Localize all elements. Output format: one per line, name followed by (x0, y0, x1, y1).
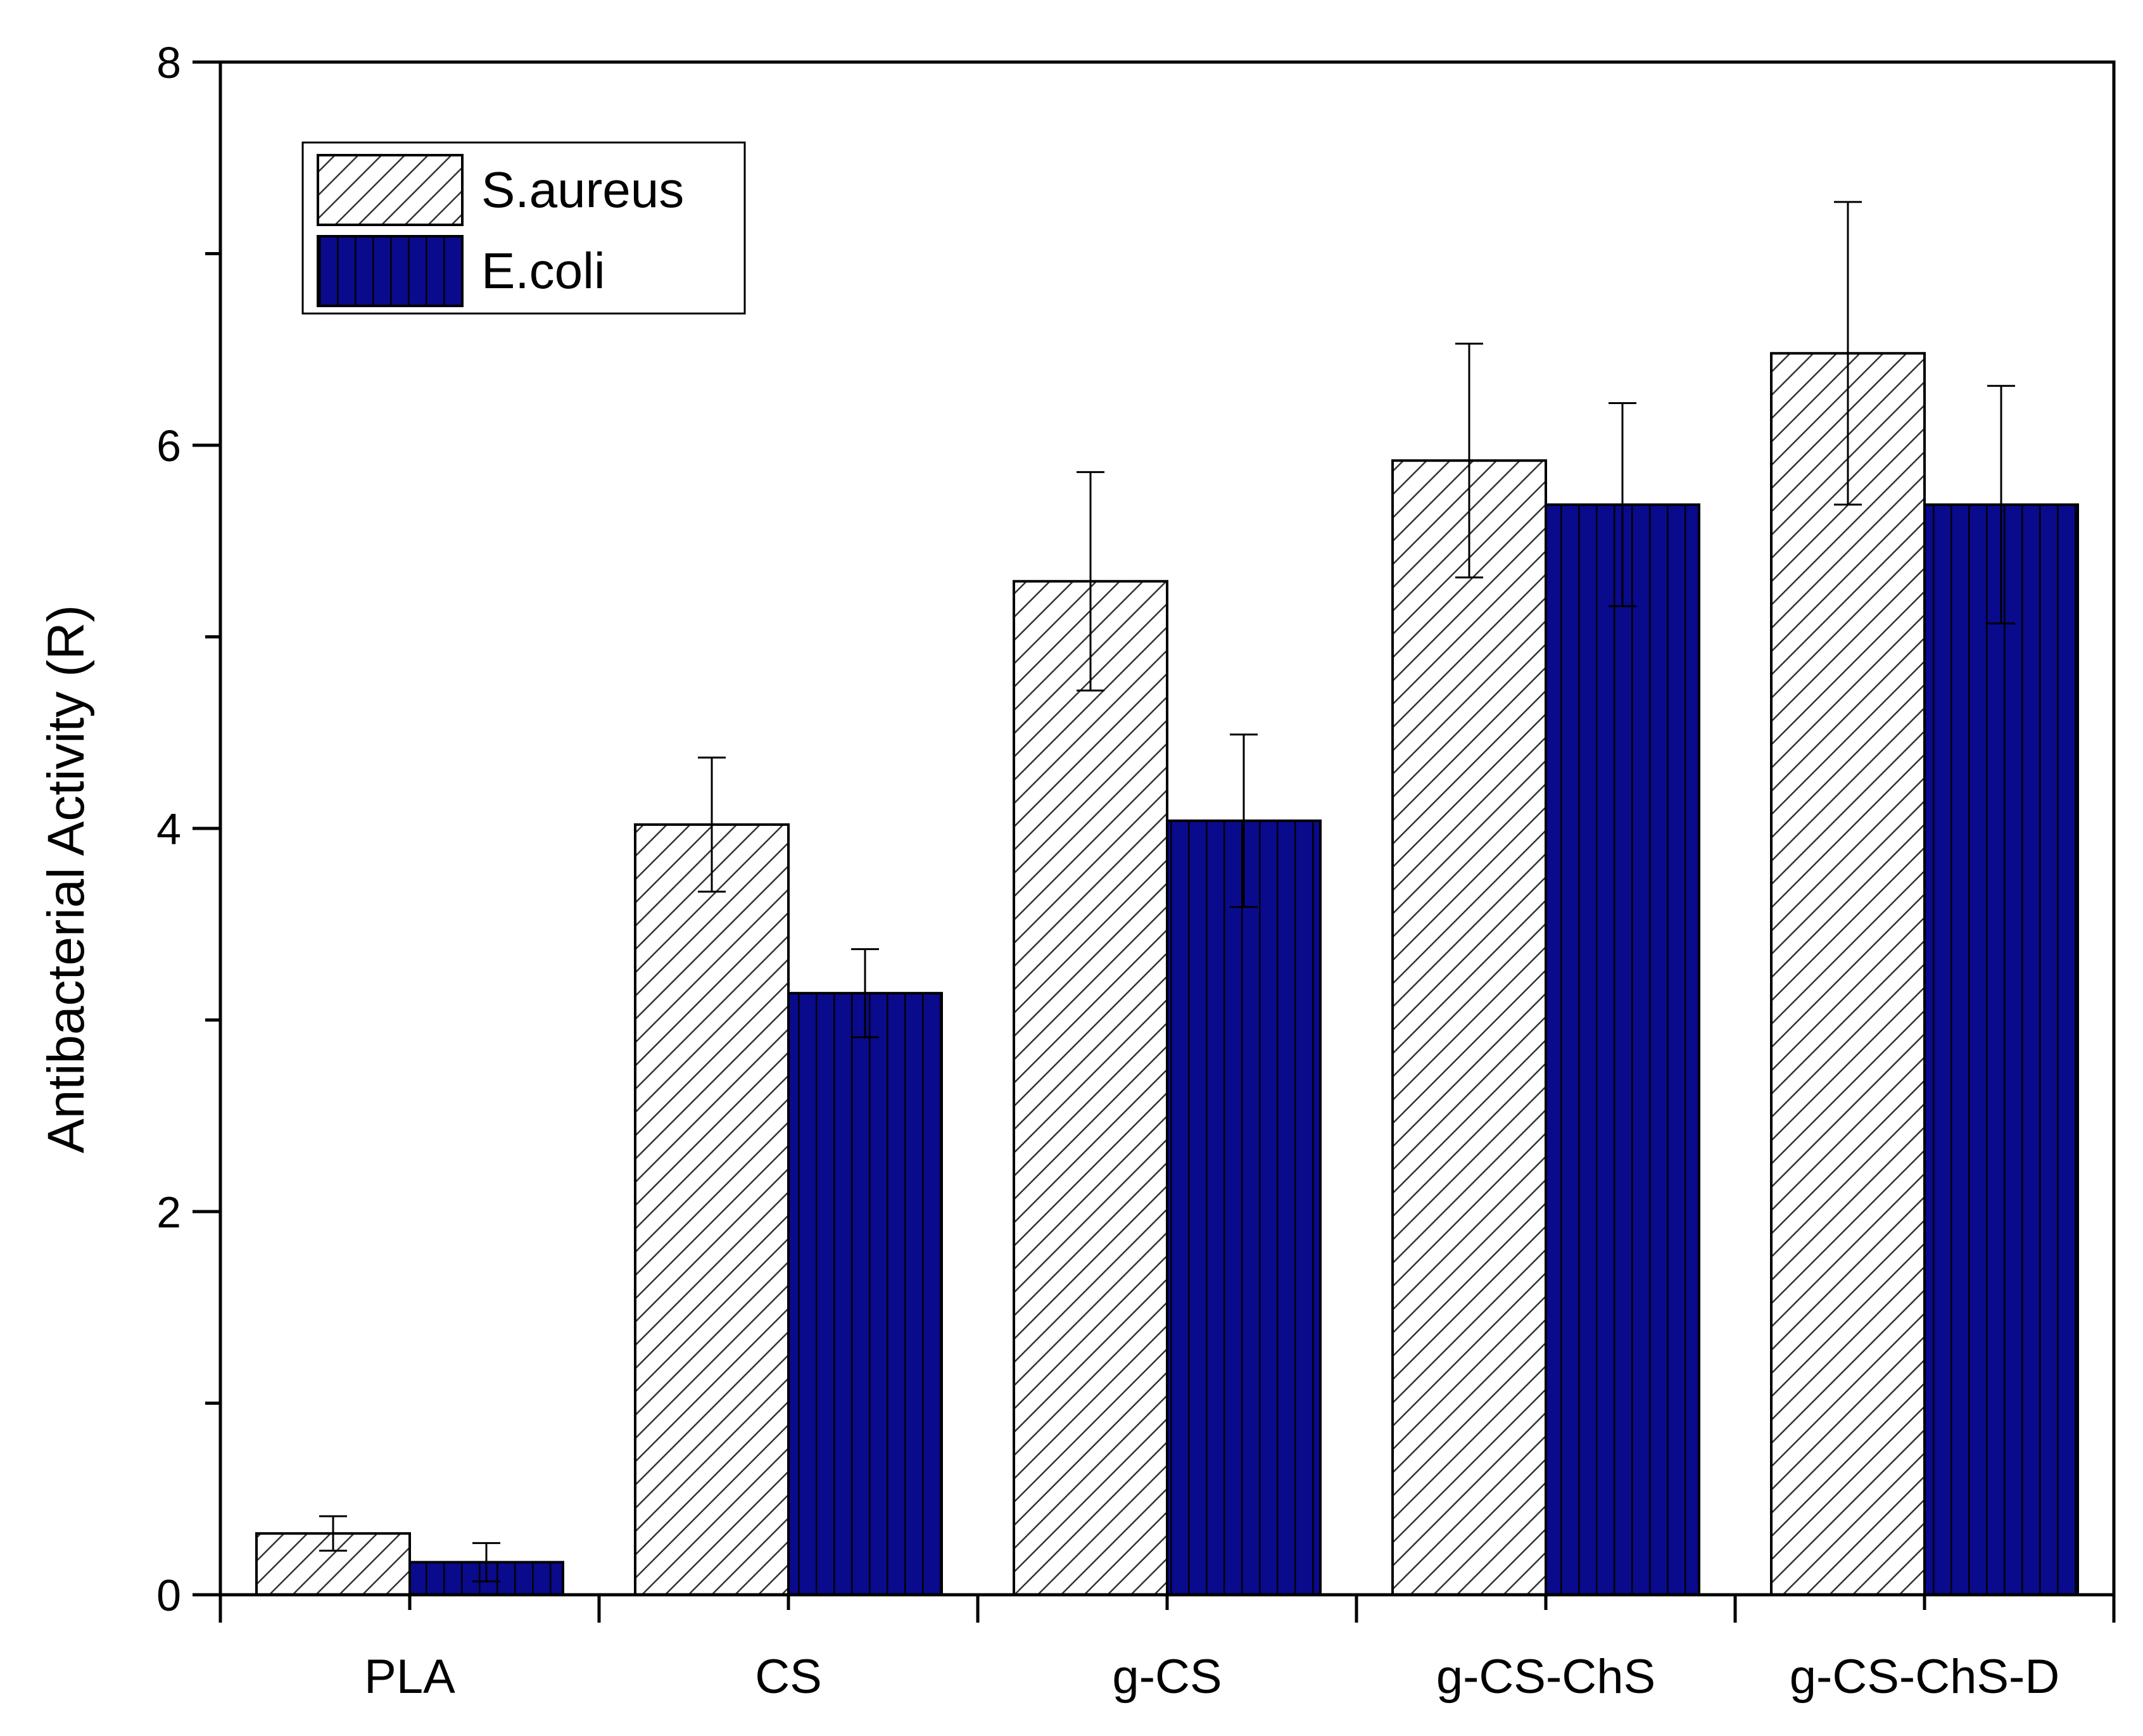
x-category-label-g-cs-chs: g-CS-ChS (1436, 1650, 1655, 1704)
y-tick-label: 0 (156, 1571, 181, 1620)
error-bar-saureus-g-cs-chs-d (1834, 201, 1862, 506)
error-bar-ecoli-cs (851, 948, 879, 1039)
error-bar-ecoli-g-cs-chs (1609, 402, 1636, 607)
bar-saureus-g-cs-chs-d (1770, 352, 1926, 1596)
y-tick-label: 4 (156, 804, 181, 854)
legend: S.aureus E.coli (301, 141, 746, 315)
legend-item-saureus: S.aureus (317, 154, 684, 226)
bar-ecoli-cs (787, 992, 943, 1596)
legend-label: S.aureus (481, 162, 684, 218)
bar-saureus-cs (634, 823, 790, 1596)
y-tick-label: 8 (156, 38, 181, 87)
legend-swatch (317, 235, 464, 307)
bar-ecoli-g-cs-chs-d (1923, 503, 2079, 1596)
y-axis-title: Antibacterial Activity (R) (37, 605, 95, 1153)
axes-layer: 0 2 4 6 8 PLA CS g-CS g-CS-ChS g-CS-ChS-D Antibact… (37, 38, 2116, 1704)
legend-swatch (317, 154, 464, 226)
bar-saureus-g-cs-chs (1391, 459, 1547, 1597)
error-bar-ecoli-g-cs (1230, 733, 1258, 908)
error-bar-saureus-g-cs-chs (1455, 343, 1483, 579)
error-bar-ecoli-pla (472, 1542, 500, 1583)
y-tick-label: 2 (156, 1188, 181, 1237)
error-bar-saureus-pla (319, 1515, 347, 1552)
y-tick-label: 6 (156, 421, 181, 471)
bars-layer (255, 352, 2079, 1597)
legend-item-ecoli: E.coli (317, 235, 605, 307)
error-bar-ecoli-g-cs-chs-d (1987, 384, 2015, 624)
error-bars-layer (319, 201, 2015, 1583)
bar-ecoli-g-cs (1166, 819, 1322, 1596)
bar-ecoli-g-cs-chs (1545, 503, 1700, 1596)
x-category-label-cs: CS (755, 1650, 822, 1704)
error-bar-saureus-g-cs (1077, 471, 1104, 692)
x-category-label-g-cs: g-CS (1112, 1650, 1222, 1704)
bar-saureus-g-cs (1013, 580, 1168, 1596)
error-bar-saureus-cs (698, 756, 726, 893)
x-category-label-pla: PLA (364, 1650, 455, 1704)
x-category-label-g-cs-chs-d: g-CS-ChS-D (1790, 1650, 2060, 1704)
legend-label: E.coli (481, 243, 605, 299)
